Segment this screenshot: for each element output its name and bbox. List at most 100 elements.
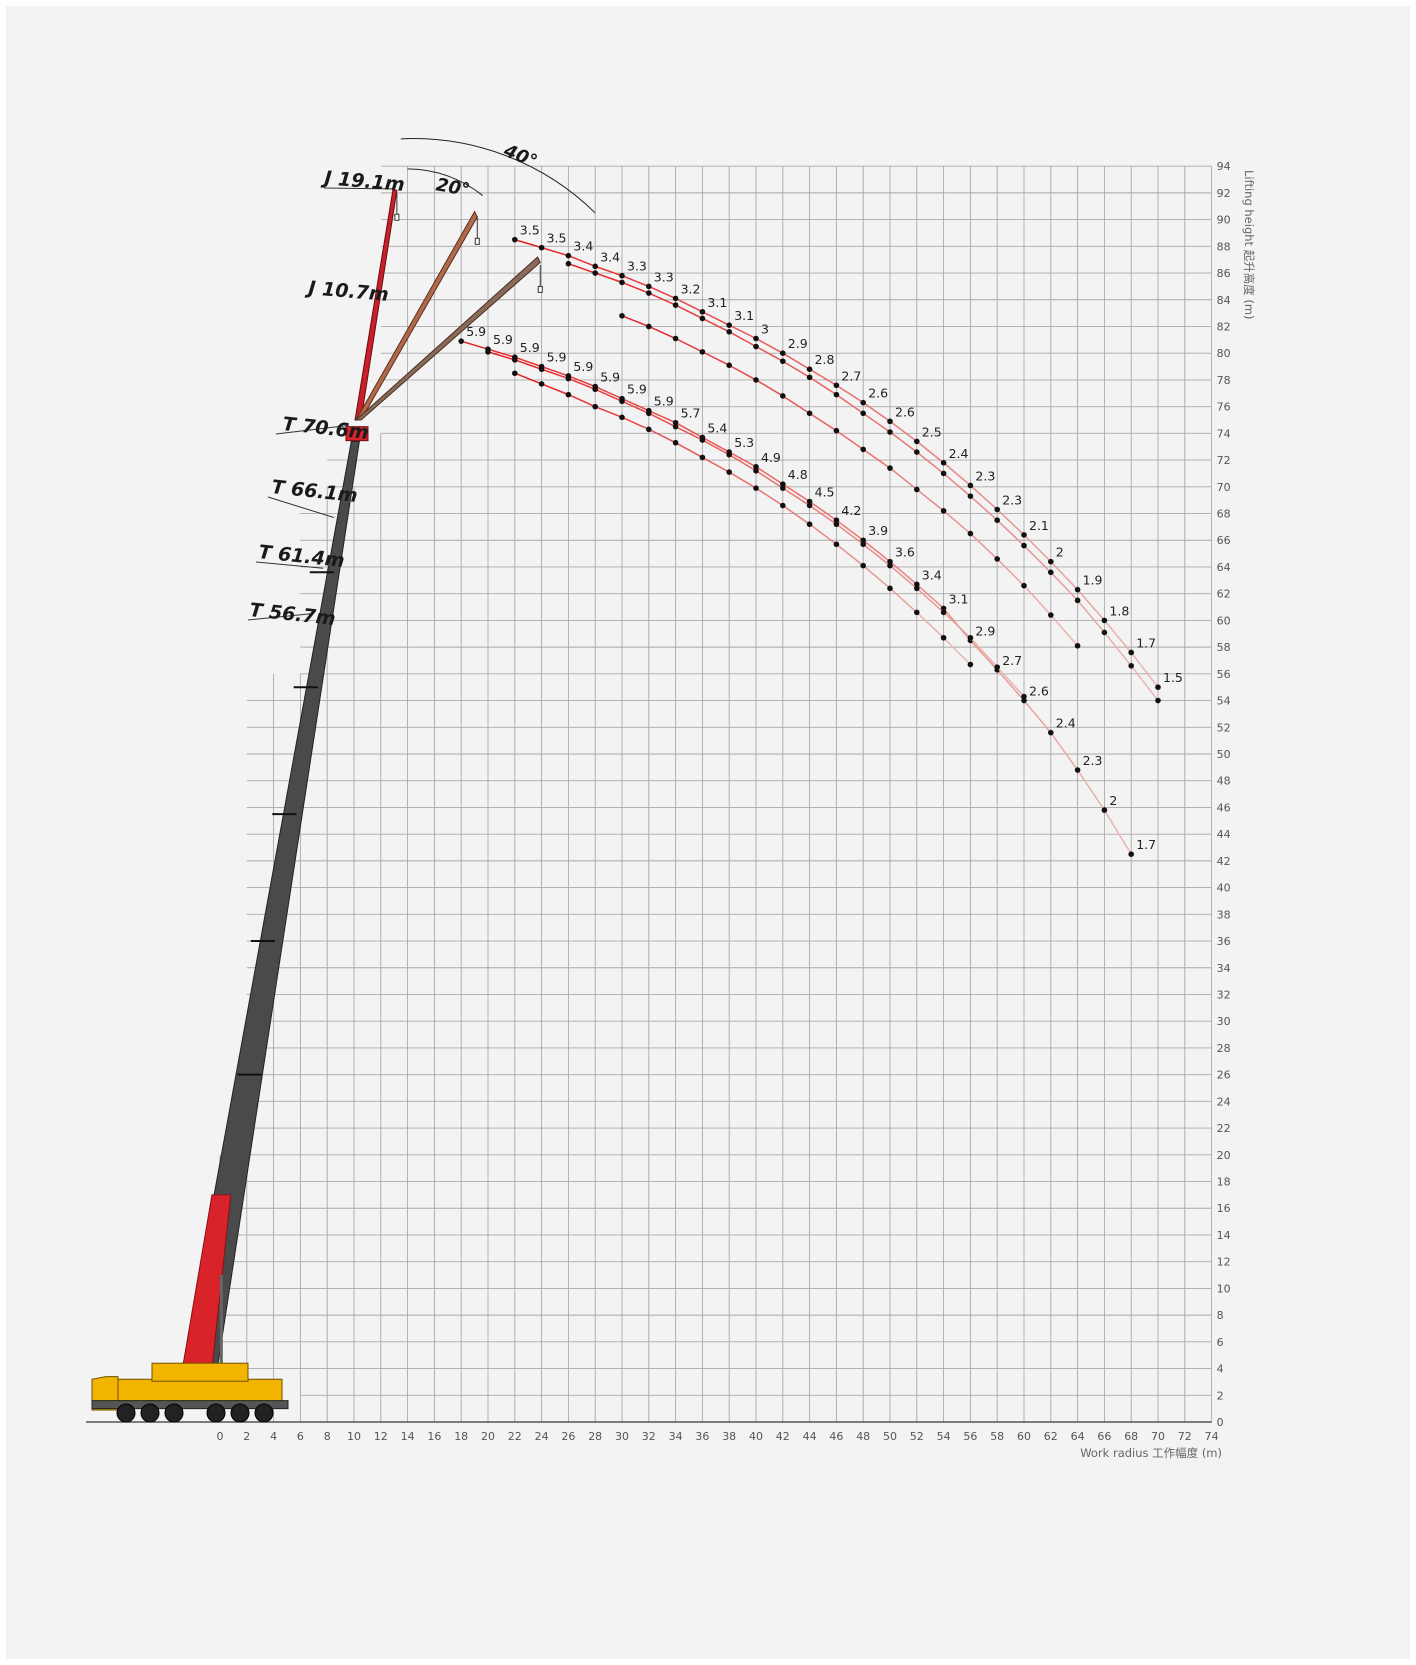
carrier-body [91, 1378, 283, 1402]
data-point [1101, 617, 1108, 624]
x-tick-label: 22 [508, 1430, 522, 1443]
data-point [1021, 582, 1027, 589]
chart-panel: 0 2 4 6 8 10 12 14 16 18 20 22 24 26 28 30 32 34 36 38 40 42 4… [6, 6, 1410, 1659]
boom-annotations: 40° 20° J 19.1m J 10.7m T 70.6m T 66.1m … [248, 140, 540, 630]
y-tick-label: 0 [1217, 1416, 1224, 1429]
data-point [753, 343, 759, 350]
series-segment [702, 317, 730, 333]
data-point [1101, 629, 1108, 636]
data-label: 2.6 [1029, 684, 1049, 699]
data-point [753, 463, 759, 470]
data-label: 2.4 [949, 446, 969, 461]
data-point [726, 362, 732, 369]
data-point [860, 446, 866, 453]
series-segment [1130, 652, 1159, 688]
data-point [726, 469, 732, 475]
data-point [914, 486, 920, 493]
data-label: 2 [1056, 545, 1064, 560]
data-label: 4.2 [841, 503, 861, 518]
wheel [230, 1403, 250, 1423]
data-label: 5.3 [734, 435, 754, 450]
y-tick-label: 70 [1217, 481, 1231, 494]
y-tick-label: 22 [1217, 1122, 1231, 1135]
jib-40deg [354, 256, 541, 421]
series-segment [728, 454, 757, 472]
data-point [619, 279, 625, 286]
data-point [914, 585, 920, 592]
data-point [940, 605, 947, 612]
data-point [994, 556, 1000, 562]
data-point [672, 302, 679, 308]
data-point [887, 465, 893, 471]
data-point [833, 521, 840, 528]
series-segment [809, 500, 837, 521]
data-label: 5.4 [707, 420, 727, 435]
series-segment [1023, 700, 1052, 734]
hook-block [474, 237, 480, 245]
series-1 [565, 260, 1161, 704]
series-segment [835, 394, 864, 414]
x-tick-label: 0 [217, 1430, 224, 1443]
wheel [206, 1403, 226, 1423]
data-point [1074, 597, 1081, 604]
data-point [940, 634, 947, 641]
series-segment [702, 311, 730, 326]
data-point [806, 498, 813, 505]
series-segment [755, 345, 784, 362]
data-label: 3.1 [949, 591, 969, 606]
x-tick-label: 34 [669, 1430, 683, 1443]
series-segment [594, 405, 623, 419]
x-tick-label: 36 [695, 1430, 709, 1443]
y-tick-label: 68 [1217, 508, 1231, 521]
x-tick-label: 2 [243, 1430, 250, 1443]
series-segment [675, 442, 703, 459]
series-segment [487, 351, 516, 361]
data-point [646, 410, 652, 417]
data-point [592, 270, 598, 276]
data-label: 2.9 [788, 336, 808, 351]
y-tick-label: 38 [1217, 908, 1231, 921]
series-segment [702, 351, 730, 366]
data-label: 4.9 [761, 450, 781, 465]
series-segment [728, 451, 757, 468]
data-point [833, 382, 840, 389]
series-segment [728, 331, 757, 348]
data-point [1128, 649, 1134, 656]
data-label: 5.9 [600, 370, 620, 385]
data-label: 3.3 [654, 269, 674, 284]
data-point [646, 290, 652, 296]
data-point [726, 322, 732, 328]
y-tick-label: 8 [1217, 1309, 1224, 1322]
data-label: 2.5 [922, 424, 942, 439]
data-point [914, 449, 920, 455]
series-segment [916, 587, 945, 613]
data-point [1074, 767, 1081, 773]
series-segment [755, 379, 784, 397]
data-point [1048, 612, 1054, 618]
hook-block [394, 213, 400, 221]
x-tick-label: 54 [937, 1430, 951, 1443]
data-point [1021, 532, 1027, 538]
data-label: 2.7 [1002, 653, 1022, 668]
boom-label-leader [255, 561, 324, 569]
series-segment [1130, 665, 1159, 702]
data-point [806, 410, 813, 417]
data-point [806, 366, 813, 373]
data-label: 2.3 [1002, 493, 1022, 508]
angle-40-label: 40° [500, 140, 540, 173]
series-segment [755, 470, 784, 489]
series-segment [594, 388, 623, 402]
series-segment [862, 402, 891, 422]
y-tick-label: 10 [1217, 1282, 1231, 1295]
series-segment [889, 467, 918, 491]
data-label: 4.5 [815, 484, 835, 499]
series-segment [1023, 585, 1052, 616]
series-segment [889, 420, 918, 442]
boom-label-leader [323, 187, 393, 190]
data-point [833, 541, 840, 548]
series-segment [862, 565, 891, 589]
series-segment [996, 508, 1025, 536]
y-tick-label: 90 [1217, 214, 1231, 227]
data-point [485, 349, 491, 355]
angle-20-label: 20° [434, 174, 471, 201]
